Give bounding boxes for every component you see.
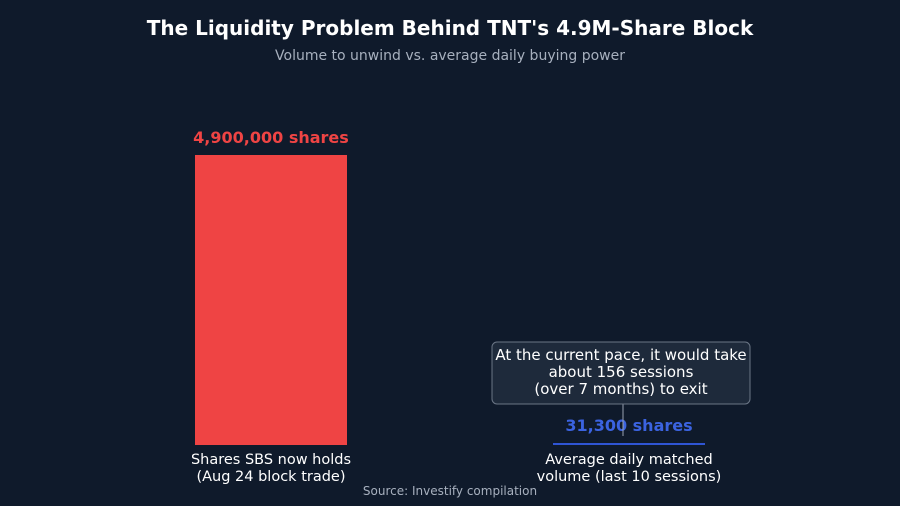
- value-label-1: 4,900,000 shares: [193, 128, 349, 147]
- chart-title: The Liquidity Problem Behind TNT's 4.9M-…: [146, 16, 754, 40]
- chart-subtitle: Volume to unwind vs. average daily buyin…: [275, 48, 625, 64]
- annotation-box: [491, 341, 751, 405]
- category-label-1-line-1: Shares SBS now holds: [191, 452, 351, 468]
- category-label-2-line-1: Average daily matched: [545, 452, 712, 468]
- annotation-text-line-1: At the current pace, it would take: [495, 346, 746, 364]
- category-label-1-line-2: (Aug 24 block trade): [196, 469, 345, 485]
- category-label-2-line-2: volume (last 10 sessions): [537, 469, 722, 485]
- annotation-text-line-2: about 156 sessions: [549, 363, 694, 381]
- chart-source: Source: Investify compilation: [362, 484, 538, 498]
- annotation-text-line-3: (over 7 months) to exit: [534, 380, 707, 398]
- bar-1: [195, 155, 347, 445]
- bar-2: [553, 443, 705, 445]
- value-label-2: 31,300 shares: [565, 416, 692, 435]
